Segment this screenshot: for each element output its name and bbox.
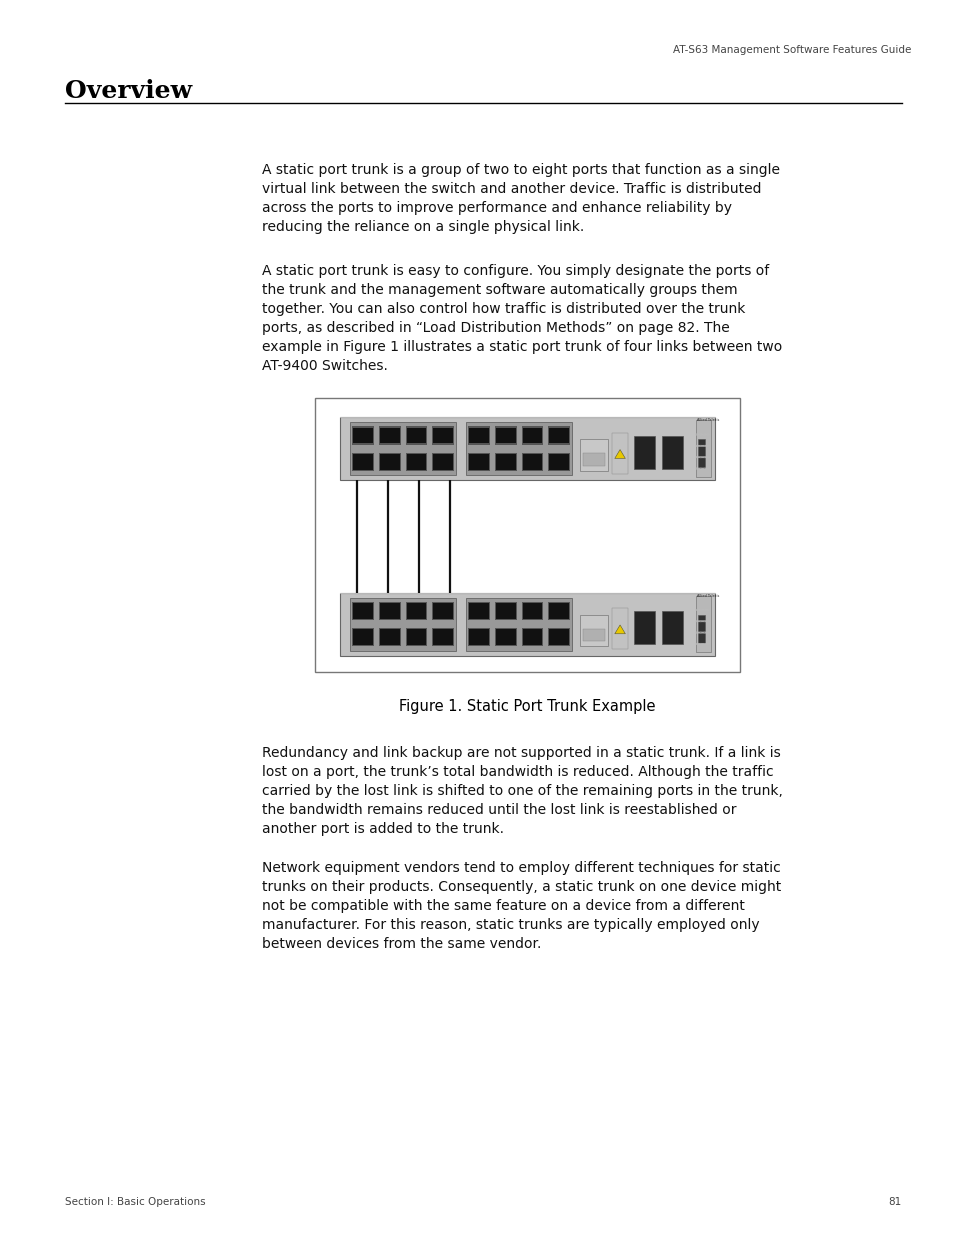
Bar (468, 426, 490, 445)
Bar (432, 426, 454, 445)
Bar (379, 454, 399, 469)
Bar (579, 440, 607, 471)
Bar (432, 629, 454, 646)
Bar (634, 611, 654, 645)
Bar (406, 630, 426, 645)
Bar (378, 601, 400, 620)
Bar (406, 427, 426, 443)
Bar (582, 629, 604, 641)
Bar (521, 601, 542, 620)
Bar (378, 629, 400, 646)
Text: Overview: Overview (65, 79, 192, 103)
Bar (405, 453, 427, 471)
Bar (495, 601, 517, 620)
Bar (496, 630, 515, 645)
Bar (350, 422, 456, 475)
Bar (465, 598, 572, 651)
Bar (432, 453, 454, 471)
Bar (548, 629, 569, 646)
Bar (405, 426, 427, 445)
Bar (469, 603, 489, 619)
Bar (582, 453, 604, 466)
Bar (433, 454, 453, 469)
Bar (469, 454, 489, 469)
Bar (522, 603, 541, 619)
Bar (579, 615, 607, 646)
Bar (433, 427, 453, 443)
Bar (521, 629, 542, 646)
Polygon shape (614, 450, 625, 458)
Bar (548, 601, 569, 620)
Bar (521, 453, 542, 471)
Bar (379, 603, 399, 619)
Bar (495, 453, 517, 471)
Bar (496, 603, 515, 619)
Bar (468, 453, 490, 471)
Text: A static port trunk is a group of two to eight ports that function as a single
v: A static port trunk is a group of two to… (262, 163, 780, 233)
Bar (352, 629, 374, 646)
Bar (352, 453, 374, 471)
Bar (495, 629, 517, 646)
Text: Figure 1. Static Port Trunk Example: Figure 1. Static Port Trunk Example (399, 699, 655, 714)
Bar (549, 603, 568, 619)
Bar (495, 426, 517, 445)
Bar (697, 440, 704, 468)
Text: Section I: Basic Operations: Section I: Basic Operations (65, 1197, 205, 1207)
Bar (468, 629, 490, 646)
Bar (353, 427, 373, 443)
Bar (661, 436, 682, 469)
Bar (549, 630, 568, 645)
Bar (661, 611, 682, 645)
Bar (379, 427, 399, 443)
Bar (378, 426, 400, 445)
Bar (340, 417, 714, 480)
Bar (432, 601, 454, 620)
Bar (353, 454, 373, 469)
Polygon shape (614, 625, 625, 634)
Bar (469, 427, 489, 443)
Bar (695, 420, 710, 477)
Bar (496, 427, 515, 443)
Bar (469, 630, 489, 645)
Text: 81: 81 (887, 1197, 901, 1207)
Text: Allied Telesis: Allied Telesis (696, 594, 719, 598)
Bar (468, 601, 490, 620)
Bar (611, 433, 628, 474)
Bar (353, 603, 373, 619)
Bar (548, 453, 569, 471)
Bar (406, 454, 426, 469)
Text: Network equipment vendors tend to employ different techniques for static
trunks : Network equipment vendors tend to employ… (262, 861, 781, 951)
Bar (379, 630, 399, 645)
Text: Redundancy and link backup are not supported in a static trunk. If a link is
los: Redundancy and link backup are not suppo… (262, 746, 782, 836)
Bar (405, 601, 427, 620)
Bar (406, 603, 426, 619)
Bar (522, 630, 541, 645)
Bar (433, 630, 453, 645)
Bar (378, 453, 400, 471)
Text: AT-S63 Management Software Features Guide: AT-S63 Management Software Features Guid… (672, 46, 910, 56)
Bar (350, 598, 456, 651)
Bar (522, 427, 541, 443)
Bar (340, 593, 714, 656)
Bar (405, 629, 427, 646)
Bar (352, 601, 374, 620)
Bar (697, 615, 704, 643)
Bar (611, 609, 628, 650)
Bar (496, 454, 515, 469)
Bar (548, 426, 569, 445)
Bar (314, 398, 740, 672)
Bar (549, 427, 568, 443)
Bar (634, 436, 654, 469)
Bar (522, 454, 541, 469)
Text: A static port trunk is easy to configure. You simply designate the ports of
the : A static port trunk is easy to configure… (262, 264, 781, 373)
Bar (353, 630, 373, 645)
Bar (352, 426, 374, 445)
Bar (695, 595, 710, 652)
Bar (433, 603, 453, 619)
Bar (521, 426, 542, 445)
Text: Allied Telesis: Allied Telesis (696, 419, 719, 422)
Bar (549, 454, 568, 469)
Bar (465, 422, 572, 475)
